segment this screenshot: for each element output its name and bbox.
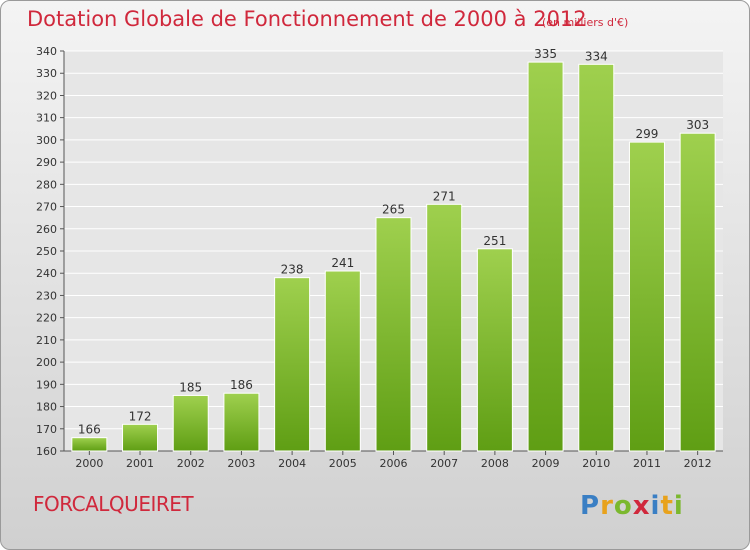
bar-value-label: 303: [686, 118, 709, 132]
y-tick-label: 180: [36, 401, 57, 414]
logo-letter: t: [660, 491, 674, 521]
y-tick-label: 300: [36, 134, 57, 147]
x-tick-label: 2001: [126, 457, 154, 470]
y-tick-label: 310: [36, 112, 57, 125]
bar-chart: 160 170 180 190 200 210 220 230 240 250 260 270 280 2…: [36, 45, 723, 470]
bar: [324, 270, 361, 452]
bar-value-label: 271: [433, 189, 456, 203]
bar: [628, 141, 665, 452]
y-tick-label: 340: [36, 45, 57, 58]
x-tick-label: 2003: [227, 457, 255, 470]
bar-value-label: 251: [483, 234, 506, 248]
logo-letter: x: [632, 491, 651, 521]
y-tick-label: 260: [36, 223, 57, 236]
bar: [172, 394, 209, 452]
x-tick-label: 2004: [278, 457, 306, 470]
bar-value-label: 185: [179, 380, 202, 394]
bar: [71, 437, 108, 452]
bar-value-label: 335: [534, 47, 557, 61]
x-tick-label: 2005: [329, 457, 357, 470]
y-tick-label: 270: [36, 201, 57, 214]
bar: [578, 63, 615, 452]
bar-value-label: 299: [636, 127, 659, 141]
y-tick-label: 190: [36, 378, 57, 391]
y-tick-label: 210: [36, 334, 57, 347]
bar-value-label: 265: [382, 203, 405, 217]
y-tick-label: 250: [36, 245, 57, 258]
x-tick-label: 2002: [177, 457, 205, 470]
commune-name: FORCALQUEIRET: [33, 492, 194, 516]
bar-value-label: 241: [331, 256, 354, 270]
x-tick-label: 2009: [532, 457, 560, 470]
bar: [476, 248, 513, 452]
y-tick-label: 220: [36, 312, 57, 325]
x-tick-label: 2010: [582, 457, 610, 470]
bar-value-label: 334: [585, 49, 608, 63]
x-tick-label: 2012: [684, 457, 712, 470]
logo-letter: P: [580, 491, 601, 521]
x-tick-label: 2011: [633, 457, 661, 470]
bar: [527, 61, 564, 452]
x-tick-label: 2007: [430, 457, 458, 470]
x-tick-label: 2008: [481, 457, 509, 470]
y-tick-label: 200: [36, 356, 57, 369]
logo-letter: i: [673, 491, 684, 521]
chart-subtitle: (en milliers d'€): [542, 16, 629, 29]
bar-value-label: 166: [78, 423, 101, 437]
y-tick-label: 230: [36, 289, 57, 302]
logo-letter: i: [650, 491, 661, 521]
y-tick-label: 240: [36, 267, 57, 280]
bar: [375, 217, 412, 452]
bar: [426, 203, 463, 452]
proxiti-logo[interactable]: Proxiti: [580, 491, 684, 521]
logo-letter: o: [613, 491, 633, 521]
logo-letter: r: [600, 491, 614, 521]
x-tick-label: 2006: [380, 457, 408, 470]
bar: [223, 392, 260, 452]
bar: [679, 132, 716, 452]
y-tick-label: 280: [36, 178, 57, 191]
y-tick-label: 330: [36, 67, 57, 80]
bar-value-label: 172: [129, 409, 152, 423]
bar-value-label: 238: [281, 263, 304, 277]
chart-title: Dotation Globale de Fonctionnement de 20…: [27, 7, 587, 31]
y-tick-label: 290: [36, 156, 57, 169]
y-tick-label: 320: [36, 89, 57, 102]
bar-value-label: 186: [230, 378, 253, 392]
x-tick-label: 2000: [75, 457, 103, 470]
y-tick-label: 160: [36, 445, 57, 458]
bar: [274, 277, 311, 452]
bar: [122, 423, 159, 452]
y-tick-label: 170: [36, 423, 57, 436]
